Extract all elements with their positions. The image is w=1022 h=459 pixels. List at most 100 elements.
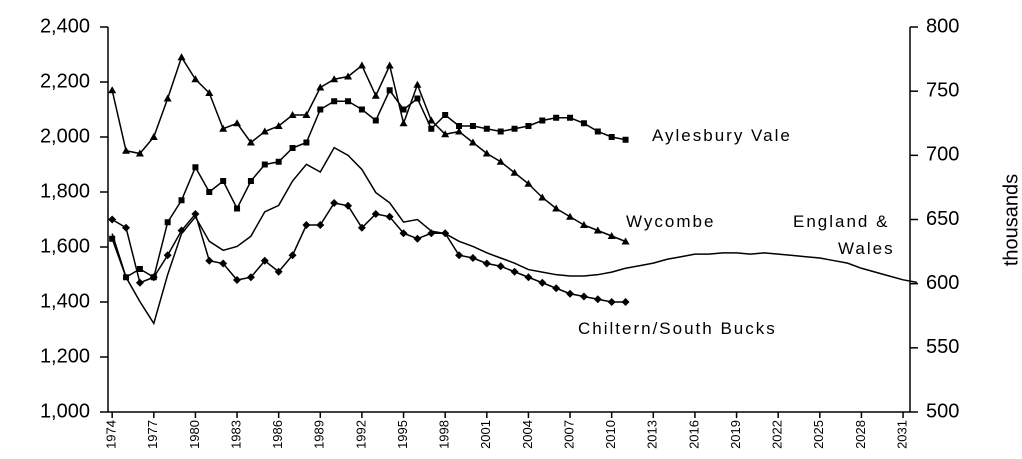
marker — [413, 80, 422, 88]
marker — [621, 298, 630, 306]
marker — [455, 251, 464, 260]
marker — [109, 235, 116, 242]
x-tick-label: 2001 — [478, 420, 493, 449]
marker — [427, 116, 436, 124]
x-tick-label: 1980 — [187, 420, 202, 449]
marker — [261, 161, 268, 168]
marker — [468, 138, 477, 146]
marker — [607, 298, 616, 306]
series-line — [111, 146, 918, 326]
marker — [288, 111, 297, 118]
x-tick-label: 2028 — [853, 420, 868, 449]
marker — [164, 219, 171, 226]
x-tick-label: 2016 — [686, 420, 701, 449]
marker — [386, 87, 393, 94]
marker — [345, 98, 352, 105]
marker — [149, 133, 158, 140]
marker — [456, 123, 463, 129]
x-tick-label: 1983 — [228, 420, 243, 449]
marker — [593, 295, 602, 304]
marker — [496, 157, 505, 165]
marker — [539, 117, 546, 124]
marker — [233, 276, 242, 284]
marker — [108, 86, 117, 94]
marker — [372, 117, 379, 124]
marker — [400, 106, 407, 113]
marker — [178, 197, 185, 204]
marker — [275, 158, 282, 165]
y2-axis-label: thousands — [1000, 174, 1022, 266]
marker — [274, 267, 283, 276]
marker — [246, 138, 255, 146]
marker — [525, 123, 532, 129]
marker — [552, 204, 561, 212]
x-tick-label: 1998 — [437, 420, 452, 449]
marker — [483, 125, 490, 132]
marker — [234, 205, 241, 212]
y-tick-label: 1,200 — [40, 345, 90, 367]
marker — [552, 284, 561, 293]
marker — [289, 145, 296, 151]
marker — [330, 75, 339, 83]
marker — [233, 119, 242, 127]
marker — [566, 212, 575, 220]
x-tick-label: 2031 — [894, 420, 909, 449]
marker — [455, 127, 464, 135]
x-tick-label: 2010 — [603, 420, 618, 449]
marker — [496, 262, 505, 271]
marker — [510, 168, 519, 176]
marker — [274, 122, 283, 129]
x-tick-label: 2022 — [770, 420, 785, 449]
x-tick-label: 1974 — [104, 420, 119, 449]
marker — [524, 273, 533, 282]
marker — [108, 215, 117, 224]
marker — [136, 266, 143, 272]
marker — [413, 234, 422, 243]
marker — [163, 251, 172, 260]
marker — [510, 267, 519, 276]
series-label: Chiltern/South Bucks — [578, 319, 777, 338]
x-tick-label: 1992 — [353, 420, 368, 449]
y-tick-label: 1,400 — [40, 290, 90, 312]
marker — [122, 223, 131, 232]
marker — [191, 75, 200, 83]
marker — [566, 289, 575, 298]
marker — [177, 226, 186, 235]
series-label: Wales — [838, 239, 895, 258]
marker — [579, 221, 588, 228]
x-tick-label: 2004 — [520, 420, 535, 449]
marker — [205, 256, 214, 265]
marker — [122, 146, 131, 154]
marker — [468, 254, 477, 262]
y-tick-label: 2,000 — [40, 125, 90, 147]
x-tick-label: 2019 — [728, 420, 743, 449]
x-tick-label: 2007 — [561, 420, 576, 449]
marker — [344, 72, 353, 80]
marker — [469, 123, 476, 129]
y-tick-label: 2,200 — [40, 70, 90, 92]
marker — [399, 119, 408, 127]
series-label: England & — [793, 212, 889, 231]
y2-tick-label: 550 — [926, 336, 959, 358]
marker — [316, 83, 325, 91]
x-tick-label: 1989 — [312, 420, 327, 449]
marker — [331, 98, 338, 105]
y-tick-label: 1,000 — [40, 400, 90, 422]
marker — [482, 259, 491, 268]
x-tick-label: 2025 — [811, 420, 826, 449]
x-tick-label: 1995 — [395, 420, 410, 449]
marker — [511, 125, 518, 132]
marker — [246, 273, 255, 282]
series-line — [111, 55, 626, 243]
marker — [303, 139, 310, 146]
marker — [219, 124, 228, 132]
marker — [482, 149, 491, 157]
y2-tick-label: 750 — [926, 79, 959, 101]
x-tick-label: 1977 — [145, 420, 160, 449]
marker — [344, 201, 353, 210]
series-label: Wycombe — [626, 212, 715, 231]
marker — [399, 229, 408, 238]
marker — [538, 193, 547, 201]
marker — [385, 61, 394, 69]
